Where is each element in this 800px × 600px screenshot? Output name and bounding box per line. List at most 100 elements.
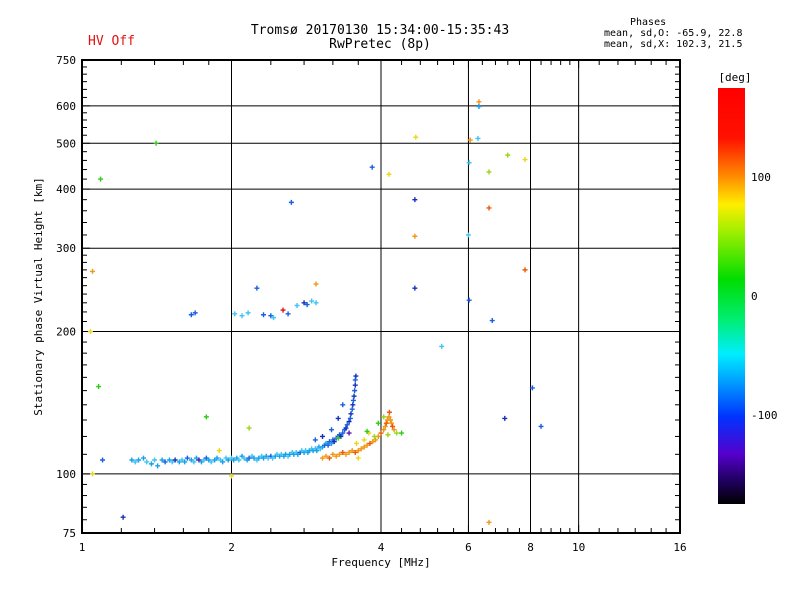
data-point bbox=[231, 457, 237, 463]
x-tick-label: 4 bbox=[378, 541, 385, 554]
data-point bbox=[330, 451, 336, 457]
data-point bbox=[361, 444, 367, 450]
data-point bbox=[285, 311, 291, 317]
data-point bbox=[144, 459, 150, 465]
y-tick-label: 200 bbox=[56, 326, 76, 339]
data-point bbox=[466, 160, 472, 166]
data-point bbox=[349, 406, 355, 412]
scatter-series bbox=[312, 373, 359, 448]
y-tick-label: 600 bbox=[56, 100, 76, 113]
data-point bbox=[320, 433, 326, 439]
data-point bbox=[268, 313, 274, 319]
data-point bbox=[323, 453, 329, 459]
data-point bbox=[100, 457, 106, 463]
data-point bbox=[312, 437, 318, 443]
data-point bbox=[439, 343, 445, 349]
data-point bbox=[382, 423, 388, 429]
data-point bbox=[389, 420, 395, 426]
data-point bbox=[191, 459, 197, 465]
data-point bbox=[399, 430, 405, 436]
data-point bbox=[522, 267, 528, 273]
data-point bbox=[331, 439, 337, 445]
data-point bbox=[335, 435, 341, 441]
data-point bbox=[373, 437, 379, 443]
data-point bbox=[132, 459, 138, 465]
data-point bbox=[141, 455, 147, 461]
data-point bbox=[381, 414, 387, 420]
axis-ticks bbox=[81, 59, 681, 534]
data-point bbox=[352, 449, 358, 455]
data-point bbox=[188, 312, 194, 318]
tick-labels: 1 2 4 6 8 10 16 75 100 200 300 400 500 600 750 bbox=[56, 54, 687, 554]
data-point bbox=[325, 442, 331, 448]
data-point bbox=[153, 140, 159, 146]
data-point bbox=[155, 463, 161, 469]
data-point bbox=[394, 430, 400, 436]
y-tick-label: 75 bbox=[63, 527, 76, 540]
data-point bbox=[225, 457, 231, 463]
data-point bbox=[245, 310, 251, 316]
data-point bbox=[152, 457, 158, 463]
data-point bbox=[246, 425, 252, 431]
data-point bbox=[361, 437, 367, 443]
data-point bbox=[371, 433, 377, 439]
data-point bbox=[346, 430, 352, 436]
y-tick-label: 300 bbox=[56, 242, 76, 255]
data-point bbox=[340, 402, 346, 408]
data-point bbox=[466, 297, 472, 303]
data-point bbox=[270, 455, 276, 461]
data-point bbox=[301, 300, 307, 306]
data-point bbox=[90, 268, 96, 274]
data-point bbox=[274, 451, 280, 457]
phase-colorbar bbox=[718, 88, 745, 504]
data-point bbox=[489, 318, 495, 324]
data-point bbox=[166, 457, 172, 463]
data-point bbox=[335, 415, 341, 421]
x-tick-label: 8 bbox=[527, 541, 534, 554]
x-tick-label: 1 bbox=[79, 541, 86, 554]
y-tick-label: 750 bbox=[56, 54, 76, 67]
data-point bbox=[96, 384, 102, 390]
data-point bbox=[278, 451, 284, 457]
data-point bbox=[475, 135, 481, 141]
data-point bbox=[329, 427, 335, 433]
data-point bbox=[320, 455, 326, 461]
data-point bbox=[412, 233, 418, 239]
data-point bbox=[386, 409, 392, 415]
data-point bbox=[256, 455, 262, 461]
data-point bbox=[383, 420, 389, 426]
data-point bbox=[522, 157, 528, 163]
data-point bbox=[412, 197, 418, 203]
data-point bbox=[309, 298, 315, 304]
data-point bbox=[136, 457, 142, 463]
y-tick-label: 100 bbox=[56, 468, 76, 481]
scatter-series bbox=[100, 444, 326, 469]
data-point bbox=[98, 176, 104, 182]
y-tick-label: 400 bbox=[56, 183, 76, 196]
data-point bbox=[338, 433, 344, 439]
data-point bbox=[352, 382, 358, 388]
data-point bbox=[179, 457, 185, 463]
data-point bbox=[465, 232, 471, 238]
data-point bbox=[476, 104, 482, 110]
data-point bbox=[241, 455, 247, 461]
data-point bbox=[476, 99, 482, 105]
y-axis-title: Stationary phase Virtual Height [km] bbox=[32, 177, 45, 415]
data-point bbox=[188, 457, 194, 463]
data-point bbox=[329, 440, 335, 446]
data-point bbox=[340, 449, 346, 455]
data-point bbox=[351, 393, 357, 399]
data-point bbox=[381, 427, 387, 433]
data-point bbox=[413, 134, 419, 140]
data-point bbox=[265, 455, 271, 461]
data-point bbox=[343, 451, 349, 457]
phases-mean-sd-x: mean, sd,X: 102.3, 21.5 bbox=[604, 39, 743, 50]
data-point bbox=[251, 455, 257, 461]
data-point bbox=[236, 457, 242, 463]
data-point bbox=[294, 303, 300, 309]
data-point bbox=[369, 164, 375, 170]
data-point bbox=[529, 385, 535, 391]
data-point bbox=[184, 455, 190, 461]
